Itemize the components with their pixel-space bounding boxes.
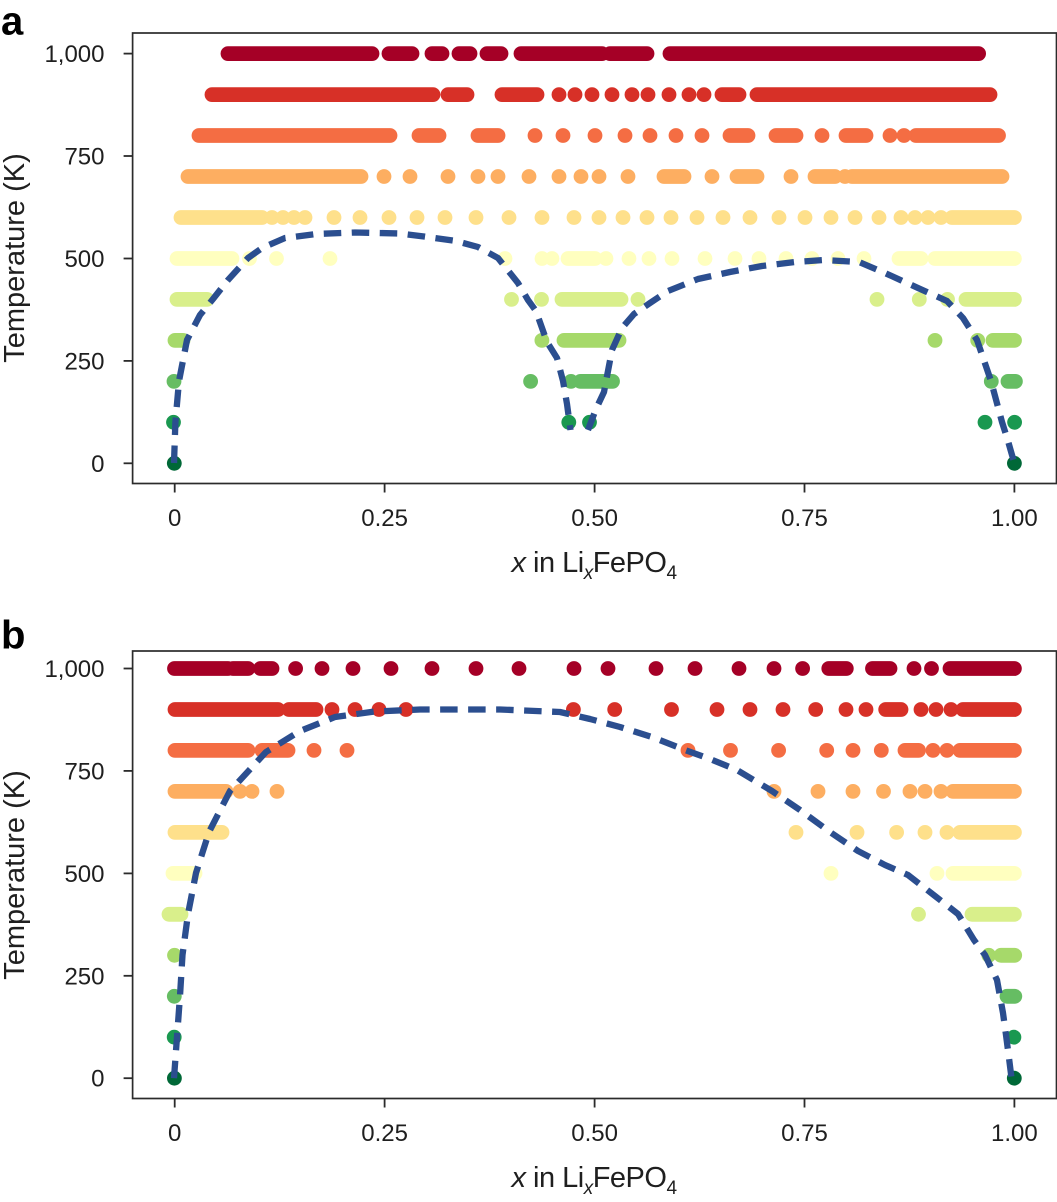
- svg-text:0.75: 0.75: [781, 505, 828, 532]
- svg-text:0.50: 0.50: [571, 1120, 618, 1147]
- svg-text:1.00: 1.00: [991, 1120, 1038, 1147]
- svg-text:500: 500: [64, 246, 104, 273]
- svg-text:a: a: [1, 0, 24, 44]
- svg-text:0: 0: [168, 505, 181, 532]
- svg-text:500: 500: [64, 861, 104, 888]
- svg-text:0.50: 0.50: [571, 505, 618, 532]
- svg-text:Temperature (K): Temperature (K): [0, 153, 31, 363]
- svg-text:250: 250: [64, 963, 104, 990]
- svg-text:0.25: 0.25: [361, 505, 408, 532]
- svg-text:0: 0: [168, 1120, 181, 1147]
- svg-text:1.00: 1.00: [991, 505, 1038, 532]
- svg-text:750: 750: [64, 144, 104, 171]
- svg-text:x in LixFePO4: x in LixFePO4: [509, 1162, 677, 1197]
- svg-text:250: 250: [64, 348, 104, 375]
- svg-text:0.25: 0.25: [361, 1120, 408, 1147]
- svg-text:0.75: 0.75: [781, 1120, 828, 1147]
- svg-text:Temperature (K): Temperature (K): [0, 770, 31, 980]
- svg-text:x in LixFePO4: x in LixFePO4: [509, 547, 677, 584]
- svg-text:750: 750: [64, 758, 104, 785]
- svg-text:1,000: 1,000: [44, 656, 104, 683]
- svg-text:0: 0: [91, 451, 104, 478]
- svg-text:b: b: [1, 614, 25, 658]
- svg-text:0: 0: [91, 1066, 104, 1093]
- svg-text:1,000: 1,000: [44, 41, 104, 68]
